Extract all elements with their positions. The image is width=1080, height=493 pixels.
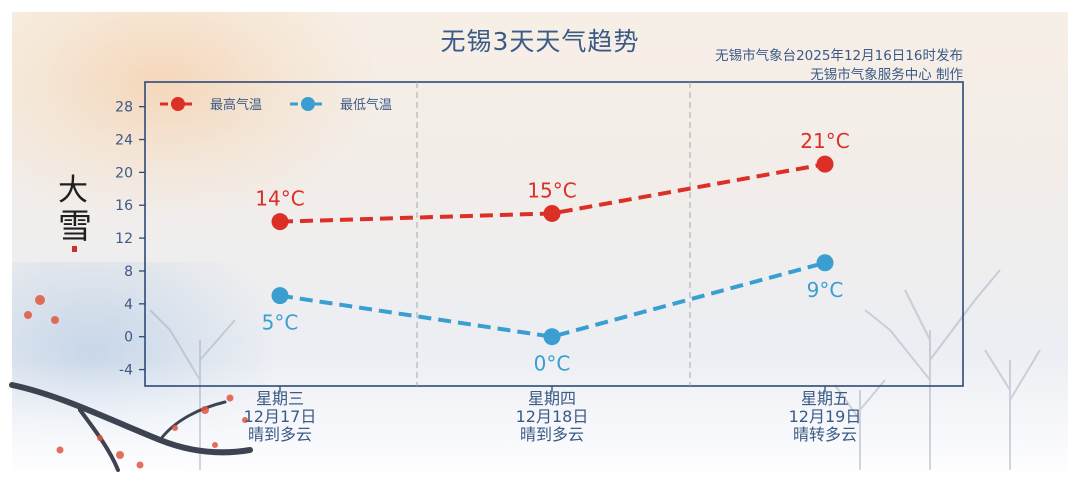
tree-illustration [149,269,1041,470]
y-tick-label: 4 [124,297,133,313]
low-temp-point [271,287,289,305]
producer-line: 无锡市气象服务中心 制作 [810,67,963,83]
y-tick-label: 12 [115,231,133,247]
x-label-weekday: 星期五 [801,389,849,408]
x-label-weekday: 星期四 [528,389,576,408]
x-label-weather: 晴到多云 [248,425,312,444]
svg-text:雪: 雪 [58,207,92,247]
high-temp-point [271,213,289,231]
legend-high-marker [171,97,185,111]
high-temp-data-label: 15°C [527,178,576,202]
low-temp-data-label: 9°C [807,278,844,302]
high-temp-data-label: 14°C [255,187,304,211]
low-temp-data-label: 0°C [534,352,571,376]
plot-area-frame [144,81,964,387]
background-scene [12,12,1068,481]
y-tick-label: 28 [115,100,133,116]
low-temp-data-label: 5°C [262,311,299,335]
low-temp-line [279,260,826,339]
plum-branch-illustration [9,295,253,472]
y-tick-label: 0 [124,330,133,346]
sunset-glow [12,12,372,212]
chart-title: 无锡3天天气趋势 [440,27,640,56]
y-axis: 28 24 20 16 12 8 4 0 -4 [115,100,145,379]
legend-high-label: 最高气温 [210,97,262,113]
x-label-date: 12月18日 [516,407,589,426]
x-label-date: 12月17日 [244,407,317,426]
snowy-ground [12,361,1068,481]
low-temp-point [543,328,561,346]
x-label-date: 12月19日 [789,407,862,426]
low-temp-point [816,254,834,272]
daxue-calligraphy: 大 雪 [58,173,92,252]
svg-text:大: 大 [58,173,88,208]
legend: 最高气温 最低气温 [160,97,392,113]
y-tick-label: -4 [119,363,133,379]
high-temp-point [543,204,561,222]
high-temp-point [816,155,834,173]
legend-low-label: 最低气温 [340,97,392,113]
day-separator-gridlines [416,82,691,386]
x-label-weather: 晴到多云 [520,425,584,444]
y-tick-label: 24 [115,133,133,149]
series-layer: 14°C 15°C 21°C 5°C 0°C 9°C [255,129,849,376]
x-label-weather: 晴转多云 [793,425,857,444]
issuer-line: 无锡市气象台2025年12月16日16时发布 [715,48,963,64]
x-label-weekday: 星期三 [256,389,304,408]
y-tick-label: 16 [115,198,133,214]
y-tick-label: 20 [115,165,133,181]
high-temp-data-label: 21°C [800,129,849,153]
legend-low-marker [301,97,315,111]
y-tick-label: 8 [124,264,133,280]
